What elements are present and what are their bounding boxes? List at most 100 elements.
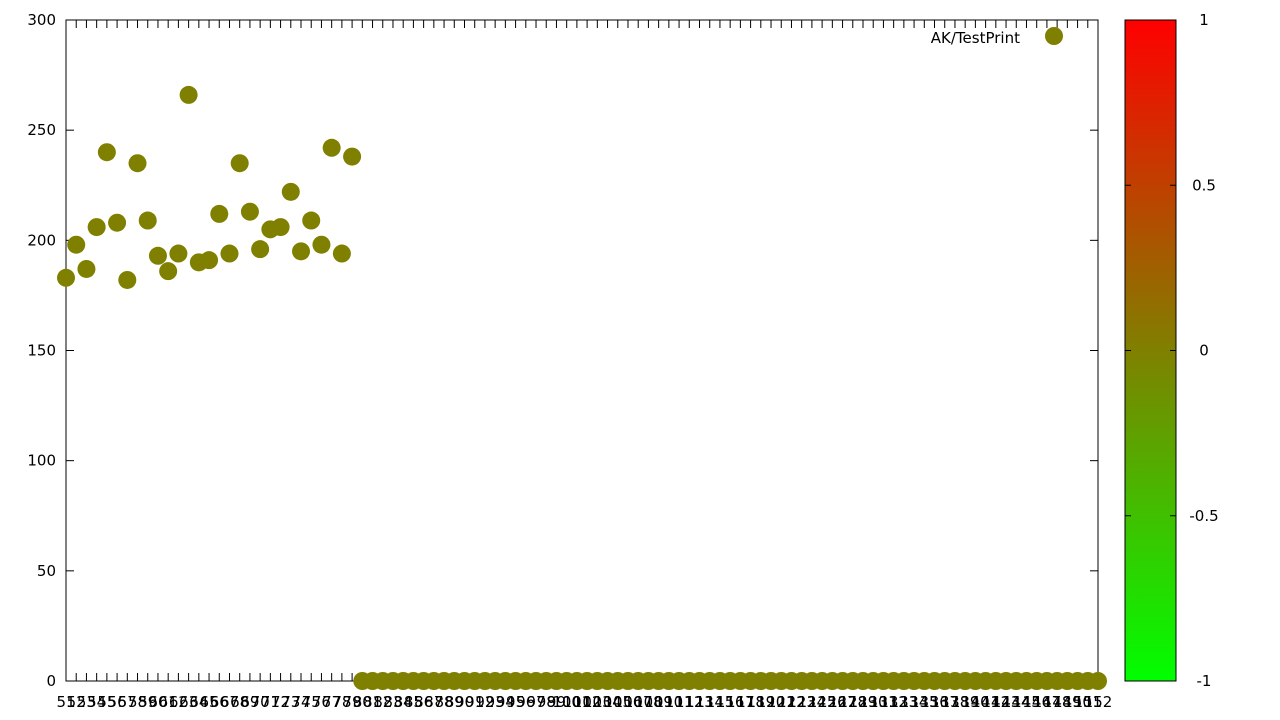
x-tick-label: 101: [563, 693, 592, 711]
data-point: [220, 244, 239, 263]
data-point: [240, 202, 259, 221]
data-point: [312, 235, 331, 254]
x-tick-label: 79: [343, 693, 362, 711]
x-tick-label: 113: [685, 693, 714, 711]
x-tick-label: 78: [332, 693, 351, 711]
x-tick-label: 108: [634, 693, 663, 711]
x-tick-label: 131: [869, 693, 898, 711]
x-tick-label: 81: [363, 693, 382, 711]
colorbar-gradient: [1124, 19, 1177, 682]
x-tick-label: 94: [496, 693, 515, 711]
x-tick-label: 148: [1043, 693, 1072, 711]
colorbar-tick-label: 0.5: [1192, 176, 1216, 194]
x-tick-label: 53: [77, 693, 96, 711]
x-tick-label: 56: [108, 693, 127, 711]
x-tick-label: 96: [516, 693, 535, 711]
x-tick-label: 136: [920, 693, 949, 711]
x-tick-label: 103: [583, 693, 612, 711]
x-tick-label: 51: [56, 693, 75, 711]
x-tick-label: 90: [455, 693, 474, 711]
data-point: [271, 218, 290, 237]
data-point: [169, 244, 188, 263]
data-point: [148, 246, 167, 265]
y-tick-label: 250: [27, 121, 56, 139]
colorbar-tick-label: 1: [1199, 11, 1209, 29]
x-tick-label: 112: [675, 693, 704, 711]
x-tick-label: 145: [1012, 693, 1041, 711]
data-point: [1089, 672, 1107, 690]
x-tick-label: 117: [726, 693, 755, 711]
x-tick-label: 120: [757, 693, 786, 711]
legend-label: AK/TestPrint: [931, 29, 1020, 47]
x-tick-label: 98: [537, 693, 556, 711]
colorbar-tick-label: -1: [1197, 672, 1212, 690]
x-tick-label: 116: [716, 693, 745, 711]
data-point: [97, 143, 116, 162]
x-tick-label: 118: [736, 693, 765, 711]
x-tick-label: 107: [624, 693, 653, 711]
data-point: [179, 85, 198, 104]
data-point: [302, 211, 321, 230]
x-tick-label: 54: [87, 693, 106, 711]
x-tick-label: 149: [1053, 693, 1082, 711]
plot-area: 0 50 100 150 200 250 300 5152535455565758596061…: [27, 11, 1112, 711]
x-tick-label: 85: [404, 693, 423, 711]
colorbar-tick-label: -0.5: [1189, 507, 1218, 525]
x-tick-label: 128: [838, 693, 867, 711]
y-tick-label: 50: [37, 562, 56, 580]
data-point: [230, 154, 249, 173]
x-tick-label: 58: [128, 693, 147, 711]
x-tick-label: 86: [414, 693, 433, 711]
x-tick-label: 104: [593, 693, 622, 711]
x-tick-label: 114: [695, 693, 724, 711]
x-tick-label: 139: [951, 693, 980, 711]
x-tick-label: 143: [992, 693, 1021, 711]
data-point: [292, 242, 311, 261]
x-tick-label: 110: [655, 693, 684, 711]
x-tick-label: 132: [879, 693, 908, 711]
data-point: [67, 235, 86, 254]
x-tick-label: 92: [475, 693, 494, 711]
x-tick-label: 109: [644, 693, 673, 711]
data-point: [200, 251, 219, 270]
x-tick-label: 57: [118, 693, 137, 711]
x-tick-label: 68: [230, 693, 249, 711]
x-tick-label: 119: [746, 693, 775, 711]
data-point: [108, 213, 127, 232]
data-point: [77, 259, 96, 278]
x-tick-label: 142: [982, 693, 1011, 711]
x-tick-label: 111: [665, 693, 694, 711]
x-tick-label: 76: [312, 693, 331, 711]
y-tick-label: 100: [27, 452, 56, 470]
x-tick-label: 73: [281, 693, 300, 711]
y-tick-label: 150: [27, 342, 56, 360]
x-tick-label: 106: [614, 693, 643, 711]
x-tick-label: 72: [271, 693, 290, 711]
x-tick-label: 69: [240, 693, 259, 711]
x-tick-label: 137: [930, 693, 959, 711]
x-tick-label: 134: [900, 693, 929, 711]
data-point: [57, 268, 75, 287]
x-tick-label: 64: [189, 693, 208, 711]
data-point: [118, 270, 137, 289]
x-tick-label: 146: [1022, 693, 1051, 711]
x-tick-label: 93: [486, 693, 505, 711]
data-point: [159, 262, 178, 281]
x-tick-label: 55: [97, 693, 116, 711]
x-tick-label: 60: [148, 693, 167, 711]
data-point: [281, 182, 300, 201]
x-tick-label: 70: [251, 693, 270, 711]
x-tick-label: 61: [159, 693, 178, 711]
data-point: [210, 204, 229, 223]
x-tick-label: 144: [1002, 693, 1031, 711]
x-tick-label: 82: [373, 693, 392, 711]
x-tick-label: 63: [179, 693, 198, 711]
x-tick-label: 115: [706, 693, 735, 711]
data-point: [332, 244, 351, 263]
x-tick-label: 102: [573, 693, 602, 711]
x-tick-label: 121: [767, 693, 796, 711]
x-tick-label: 126: [818, 693, 847, 711]
x-tick-label: 141: [971, 693, 1000, 711]
plot-frame: [65, 19, 1099, 682]
